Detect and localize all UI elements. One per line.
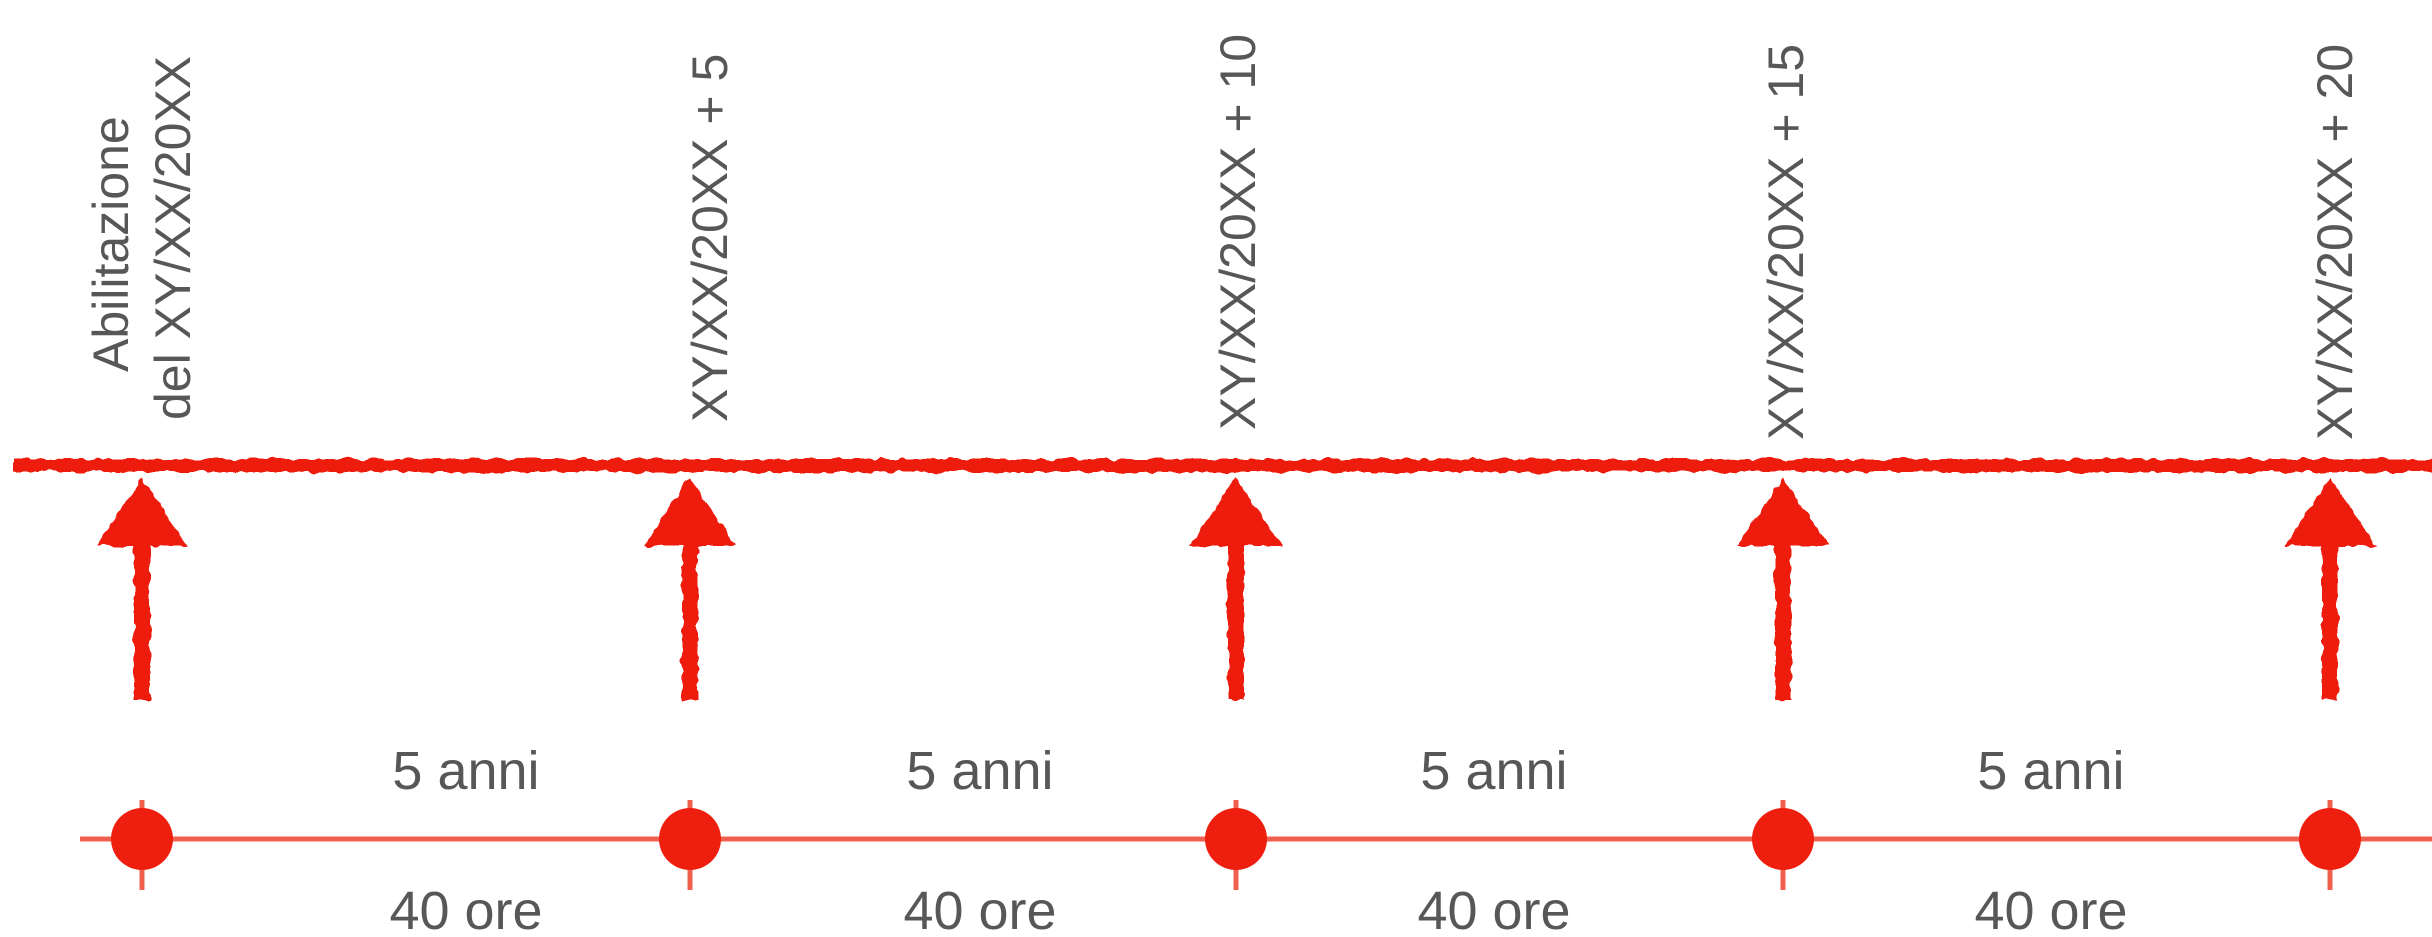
milestone-label-4: XY/XX/20XX + 15	[1758, 44, 1814, 440]
interval-2-hours: 40 ore	[903, 881, 1056, 937]
milestone-dot-1	[111, 808, 173, 870]
interval-3-hours: 40 ore	[1417, 881, 1570, 937]
main-timeline-line	[14, 459, 2432, 472]
interval-4-duration: 5 anni	[1977, 741, 2124, 801]
milestone-label-1-line1: Abilitazione	[83, 116, 139, 372]
milestone-label-5: XY/XX/20XX + 20	[2307, 44, 2363, 440]
interval-3-duration: 5 anni	[1420, 741, 1567, 801]
milestone-label-1: Abilitazione del XY/XX/20XX	[83, 56, 201, 420]
milestone-arrow-3	[1190, 478, 1282, 700]
milestone-label-2: XY/XX/20XX + 5	[682, 54, 738, 422]
interval-2-duration: 5 anni	[906, 741, 1053, 801]
interval-timeline	[80, 800, 2432, 890]
milestone-dot-4	[1752, 808, 1814, 870]
interval-1-duration: 5 anni	[392, 741, 539, 801]
milestone-label-1-line2: del XY/XX/20XX	[145, 56, 201, 420]
interval-4-hours: 40 ore	[1974, 881, 2127, 937]
milestone-arrow-1	[96, 478, 188, 700]
milestone-arrow-5	[2284, 478, 2376, 700]
milestone-dot-3	[1205, 808, 1267, 870]
milestone-arrow-2	[644, 478, 736, 700]
interval-1-hours: 40 ore	[389, 881, 542, 937]
milestone-label-3: XY/XX/20XX + 10	[1210, 34, 1266, 430]
milestone-arrow-4	[1737, 478, 1829, 700]
milestone-dot-2	[659, 808, 721, 870]
milestone-dot-5	[2299, 808, 2361, 870]
